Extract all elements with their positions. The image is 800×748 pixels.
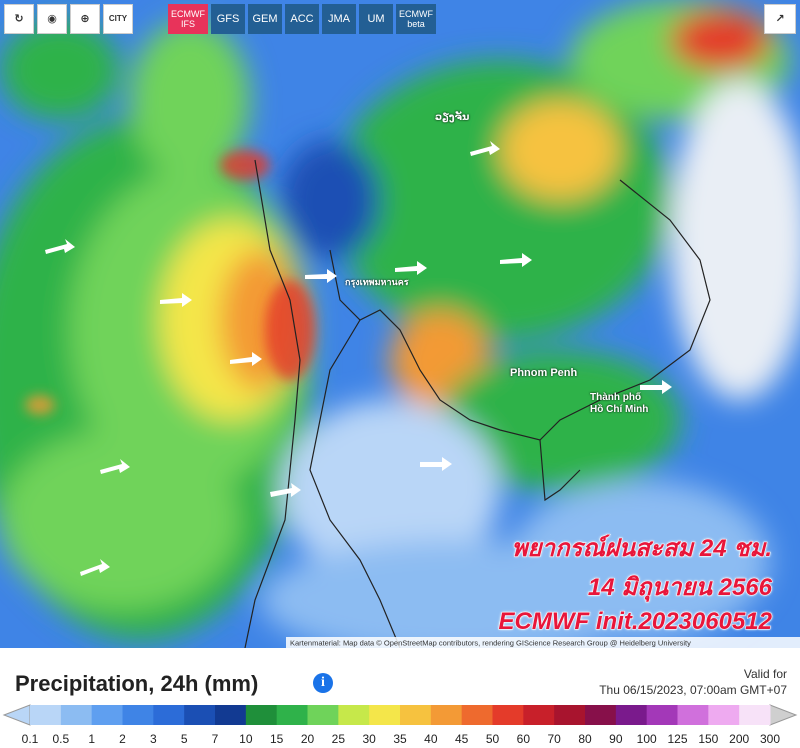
- scale-label: 150: [698, 732, 718, 746]
- coastline: [244, 159, 711, 648]
- scale-swatch: [492, 705, 524, 725]
- scale-label: 2: [119, 732, 126, 746]
- overlay-text: พยากรณ์ฝนสะสม 24 ชม.: [511, 535, 772, 563]
- legend-title: Precipitation, 24h (mm): [15, 671, 259, 696]
- scale-swatch: [523, 705, 555, 725]
- scale-label: 5: [181, 732, 188, 746]
- place-label: Hồ Chí Minh: [590, 403, 648, 415]
- scale-label: 100: [637, 732, 657, 746]
- scale-swatch: [554, 705, 586, 725]
- place-label: ວຽງຈັນ: [435, 110, 469, 123]
- wind-arrows: [45, 141, 672, 576]
- scale-label: 0.1: [22, 732, 39, 746]
- scale-label: 50: [486, 732, 500, 746]
- scale-swatch: [153, 705, 185, 725]
- scale-label: 70: [547, 732, 561, 746]
- attribution-bg: [286, 637, 800, 648]
- scale-swatch: [276, 705, 308, 725]
- zoom-button[interactable]: ⊕: [70, 4, 100, 34]
- scale-label: 25: [332, 732, 346, 746]
- place-label: Thành phố: [590, 391, 641, 403]
- scale-swatch: [307, 705, 339, 725]
- scale-label: 125: [667, 732, 687, 746]
- scale-swatch: [461, 705, 493, 725]
- info-button[interactable]: i: [313, 673, 333, 693]
- scale-label: 10: [239, 732, 253, 746]
- scale-label: 7: [212, 732, 219, 746]
- scale-label: 3: [150, 732, 157, 746]
- overlay-text: 14 มิถุนายน 2566: [587, 574, 772, 602]
- scale-label: 45: [455, 732, 469, 746]
- scale-swatch: [708, 705, 740, 725]
- location-button[interactable]: ◉: [37, 4, 67, 34]
- model-button[interactable]: ACC: [285, 4, 319, 34]
- model-button[interactable]: GFS: [211, 4, 245, 34]
- refresh-button[interactable]: ↻: [4, 4, 34, 34]
- scale-swatch: [430, 705, 463, 725]
- model-button[interactable]: ECMWF IFS: [168, 4, 208, 34]
- color-scale: 0.1 0.5 1 2 3 5 7 10 15 20 25 30 35 40 45 50 60 70 80 90 100…: [2, 704, 798, 746]
- scale-swatch: [585, 705, 617, 725]
- scale-swatch: [30, 705, 62, 725]
- place-labels: กรุงเทพมหานคร Phnom Penh Thành phố Hồ Ch…: [345, 110, 648, 415]
- place-label: กรุงเทพมหานคร: [345, 277, 409, 288]
- scale-label: 1: [88, 732, 95, 746]
- scale-label: 35: [393, 732, 407, 746]
- scale-swatch: [400, 705, 432, 725]
- scale-swatch: [615, 705, 648, 725]
- model-button[interactable]: UM: [359, 4, 393, 34]
- city-button[interactable]: CITY: [103, 4, 133, 34]
- model-button[interactable]: ECMWF beta: [396, 4, 436, 34]
- attribution: Kartenmaterial: Map data © OpenStreetMap…: [290, 639, 691, 648]
- scale-label: 15: [270, 732, 284, 746]
- scale-label: 0.5: [52, 732, 69, 746]
- scale-swatch: [184, 705, 216, 725]
- scale-arrow-right: [769, 704, 798, 726]
- scale-label: 40: [424, 732, 438, 746]
- scale-swatch: [60, 705, 93, 725]
- model-button[interactable]: GEM: [248, 4, 282, 34]
- scale-label: 200: [729, 732, 749, 746]
- model-button[interactable]: JMA: [322, 4, 356, 34]
- scale-label: 80: [578, 732, 592, 746]
- scale-swatch: [91, 705, 123, 725]
- scale-swatch: [245, 705, 278, 725]
- scale-label: 20: [301, 732, 315, 746]
- scale-label: 90: [609, 732, 623, 746]
- scale-label: 30: [362, 732, 376, 746]
- precip-field: [0, 0, 800, 648]
- scale-swatch: [215, 705, 247, 725]
- scale-swatch: [122, 705, 154, 725]
- scale-swatch: [739, 705, 771, 725]
- scale-arrow-left: [2, 704, 31, 726]
- scale-label: 300: [760, 732, 780, 746]
- scale-label: 60: [517, 732, 531, 746]
- share-button[interactable]: ↗: [764, 4, 796, 34]
- scale-swatch: [646, 705, 678, 725]
- map: กรุงเทพมหานคร Phnom Penh Thành phố Hồ Ch…: [0, 0, 800, 648]
- valid-time: Thu 06/15/2023, 07:00am GMT+07: [599, 683, 787, 697]
- scale-swatch: [677, 705, 709, 725]
- valid-label: Valid for: [743, 667, 787, 681]
- scale-swatch: [369, 705, 401, 725]
- overlay-text: ECMWF init.2023060512: [498, 608, 772, 636]
- place-label: Phnom Penh: [510, 367, 578, 379]
- scale-swatch: [338, 705, 370, 725]
